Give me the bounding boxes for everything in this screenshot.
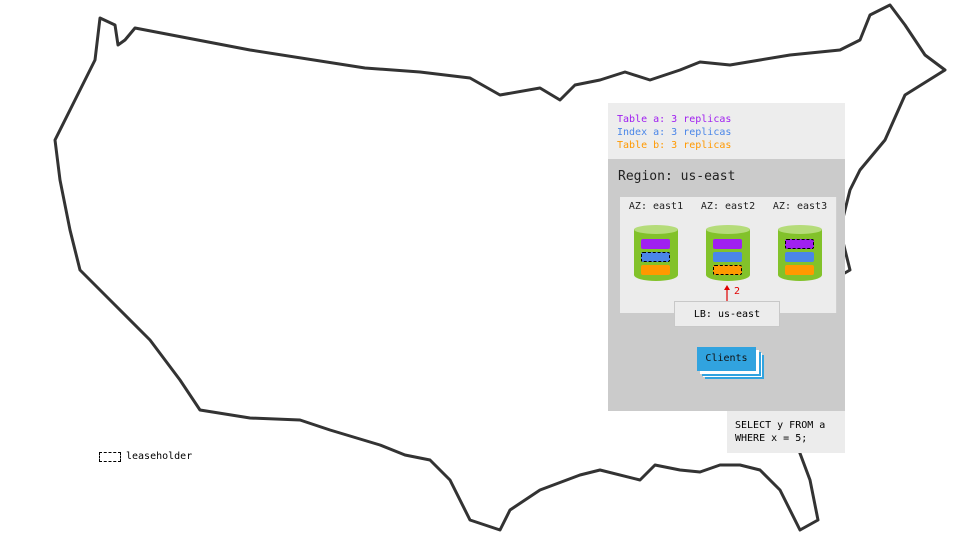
request-arrow — [724, 285, 730, 301]
legend-index-a: Index a: 3 replicas — [617, 127, 732, 138]
node-cylinder — [706, 225, 750, 285]
clients-box: Clients — [697, 347, 756, 371]
replica-table-b — [713, 265, 742, 275]
az-label: AZ: east1 — [628, 201, 684, 212]
az-3: AZ: east3 — [764, 197, 837, 313]
replica-table-b — [785, 265, 814, 275]
az-label: AZ: east3 — [772, 201, 828, 212]
arrow-label: 2 — [734, 286, 741, 297]
leaseholder-key-label: leaseholder — [126, 451, 193, 462]
replica-index-a — [641, 252, 670, 262]
replica-index-a — [713, 252, 742, 262]
region-title: Region: us-east — [618, 169, 736, 184]
sql-query: SELECT y FROM a WHERE x = 5; — [727, 411, 845, 453]
az-label: AZ: east2 — [700, 201, 756, 212]
legend-table-b: Table b: 3 replicas — [617, 140, 732, 151]
replica-table-a — [785, 239, 814, 249]
node-cylinder — [778, 225, 822, 285]
replica-table-b — [641, 265, 670, 275]
load-balancer: LB: us-east — [674, 301, 780, 327]
replica-table-a — [713, 239, 742, 249]
az-1: AZ: east1 — [620, 197, 693, 313]
dashed-box-icon — [99, 451, 121, 462]
legend-table-a: Table a: 3 replicas — [617, 114, 732, 125]
node-cylinder — [634, 225, 678, 285]
replica-table-a — [641, 239, 670, 249]
leaseholder-key: leaseholder — [99, 451, 192, 462]
replica-index-a — [785, 252, 814, 262]
